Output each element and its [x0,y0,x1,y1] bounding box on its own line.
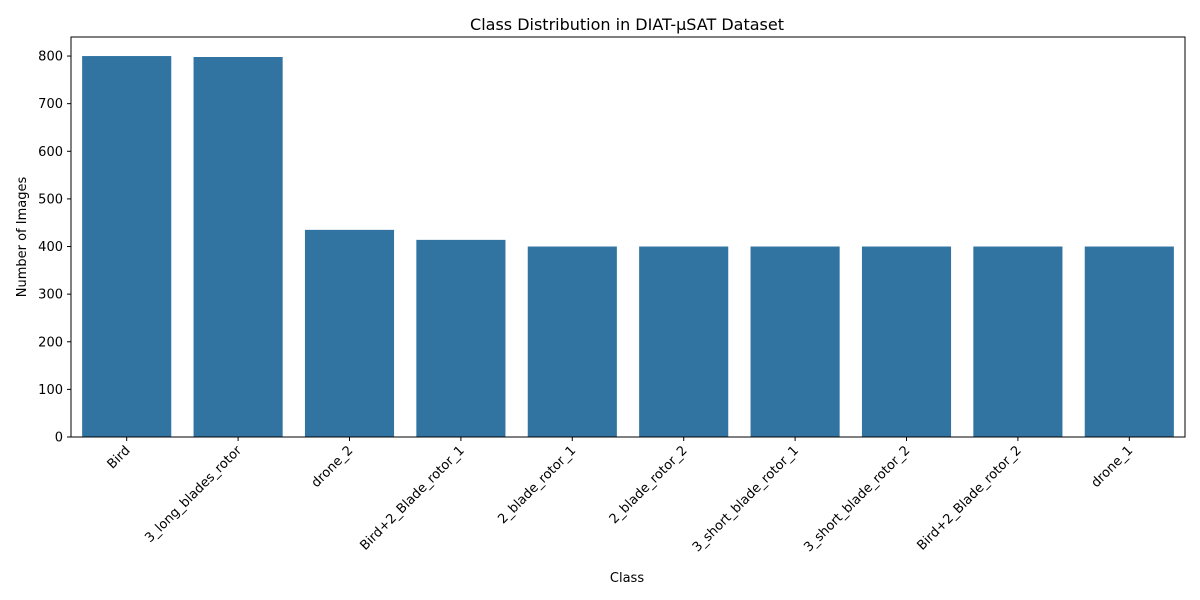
x-tick-label-4: 2_blade_rotor_1 [495,443,579,527]
x-tick-label-0: Bird [105,443,134,472]
y-tick-label-5: 500 [38,192,63,207]
x-axis-label: Class [610,571,644,586]
x-tick-label-7: 3_short_blade_rotor_2 [801,443,913,555]
y-tick-label-2: 200 [38,335,63,350]
x-tick-label-1: 3_long_blades_rotor [142,443,245,546]
x-tick-label-9: drone_1 [1089,443,1137,491]
y-axis-label: Number of Images [15,177,30,298]
bar-9 [1084,246,1174,437]
plot-frame [70,36,1186,438]
x-tick-label-6: 3_short_blade_rotor_1 [690,443,802,555]
y-tick-label-3: 300 [38,288,63,303]
y-tick-label-7: 700 [38,97,63,112]
bar-3 [416,239,506,437]
y-axis: 0 100 200 300 400 500 600 700 800 [38,50,71,446]
bars-group [82,56,1174,438]
y-tick-label-8: 800 [38,50,63,65]
bar-7 [861,246,952,437]
bar-0 [82,56,172,438]
bar-5 [639,246,729,437]
y-tick-label-1: 100 [38,383,63,398]
x-tick-label-2: drone_2 [309,443,357,491]
x-axis: Bird 3_long_blades_rotor drone_2 Bird+2_Bla… [105,437,1137,555]
bar-4 [527,246,617,437]
bar-2 [304,229,395,437]
y-tick-label-0: 0 [55,431,63,446]
bar-8 [973,246,1063,437]
chart-title: Class Distribution in DIAT-μSAT Dataset [470,15,784,34]
bar-1 [193,57,283,437]
x-tick-label-3: Bird+2_Blade_rotor_1 [357,443,467,553]
y-tick-label-4: 400 [38,240,63,255]
x-tick-label-8: Bird+2_Blade_rotor_2 [914,443,1024,553]
y-tick-label-6: 600 [38,145,63,160]
x-tick-label-5: 2_blade_rotor_2 [607,443,691,527]
bar-6 [750,246,840,437]
